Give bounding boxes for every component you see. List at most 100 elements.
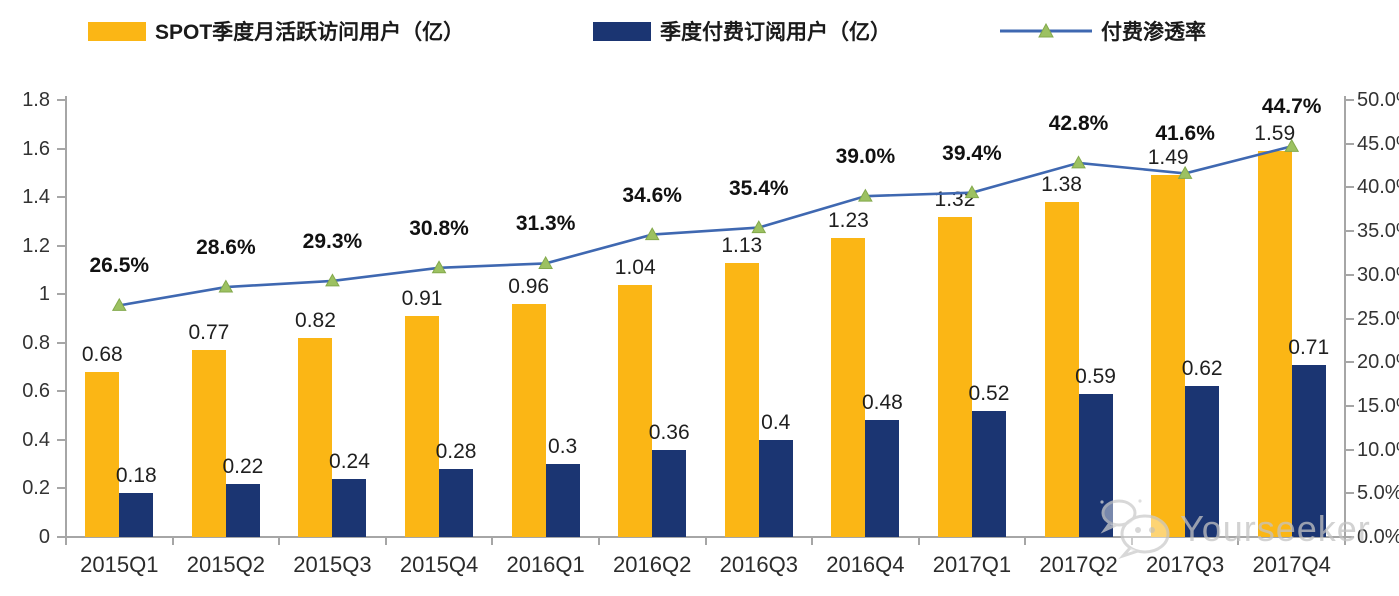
- y-axis-left-tick-label: 1.6: [22, 137, 50, 160]
- y-axis-left-tick: [57, 487, 65, 490]
- y-axis-left-tick-label: 0.6: [22, 380, 50, 403]
- y-axis-left-tick-label: 0.8: [22, 331, 50, 354]
- penetration-pct-label: 34.6%: [622, 183, 682, 207]
- bar-label-mau: 0.68: [81, 342, 123, 366]
- y-axis-left-tick-label: 1.4: [22, 186, 50, 209]
- y-axis-right-tick-label: 30.0%: [1357, 263, 1399, 286]
- y-axis-right-tick-label: 45.0%: [1357, 132, 1399, 155]
- penetration-pct-label: 42.8%: [1048, 111, 1109, 135]
- y-axis-right-tick: [1346, 536, 1354, 538]
- y-axis-left-tick: [57, 341, 65, 344]
- penetration-pct-label: 41.6%: [1155, 122, 1215, 146]
- watermark-text: Yourseeker: [1180, 508, 1371, 549]
- x-axis-category-label: 2017Q3: [1145, 552, 1225, 577]
- y-axis-right-tick-label: 35.0%: [1357, 220, 1399, 243]
- y-axis-right-tick: [1346, 492, 1354, 495]
- y-axis-right-tick: [1346, 448, 1354, 451]
- line-marker-triangle: [1071, 155, 1086, 169]
- bar-label-subs: 0.36: [648, 420, 690, 444]
- y-axis-right-tick: [1346, 317, 1354, 320]
- bar-subs: [225, 483, 260, 537]
- x-axis-category-label: 2017Q4: [1252, 552, 1331, 577]
- legend-item-subs: 季度付费订阅用户（亿）: [593, 16, 891, 46]
- penetration-pct-label: 31.3%: [515, 212, 576, 236]
- x-axis-tick: [171, 537, 174, 545]
- bar-mau: [191, 350, 226, 537]
- x-axis-tick: [597, 537, 600, 545]
- bar-subs: [1185, 386, 1220, 537]
- x-axis-tick: [65, 537, 67, 545]
- y-axis-right-tick-label: 15.0%: [1357, 394, 1399, 417]
- line-marker-triangle: [538, 255, 553, 269]
- x-axis-tick: [384, 537, 387, 545]
- bar-label-mau: 1.32: [934, 187, 976, 211]
- x-axis-category-label: 2016Q3: [719, 552, 798, 577]
- bar-label-mau: 0.77: [188, 321, 230, 345]
- y-axis-left-tick: [57, 390, 65, 393]
- penetration-pct-label: 39.0%: [835, 145, 896, 169]
- bar-subs: [332, 478, 367, 537]
- bar-label-mau: 1.49: [1147, 146, 1189, 170]
- x-axis-tick: [1024, 537, 1027, 545]
- penetration-pct-label: 29.3%: [302, 229, 363, 253]
- bar-subs: [1078, 393, 1113, 537]
- x-axis-category-label: 2017Q2: [1039, 552, 1118, 577]
- bar-label-mau: 1.04: [614, 255, 656, 279]
- y-axis-right: [1344, 96, 1346, 538]
- bar-label-mau: 1.23: [827, 209, 869, 233]
- y-axis-left: [65, 96, 67, 538]
- bar-mau: [937, 216, 972, 537]
- bar-label-subs: 0.48: [861, 391, 903, 415]
- y-axis-right-tick: [1346, 361, 1354, 364]
- x-axis-category-label: 2015Q4: [399, 552, 479, 577]
- line-marker-triangle: [431, 260, 447, 274]
- bar-mau: [618, 284, 653, 537]
- bar-subs: [545, 464, 580, 537]
- bar-label-mau: 1.59: [1254, 121, 1296, 145]
- bar-label-subs: 0.22: [222, 454, 264, 478]
- legend-label-subs: 季度付费订阅用户（亿）: [660, 21, 891, 44]
- bar-label-mau: 0.96: [508, 274, 550, 298]
- y-axis-right-tick: [1346, 273, 1354, 276]
- bar-label-subs: 0.52: [968, 381, 1010, 405]
- x-axis-tick: [917, 537, 920, 545]
- bar-mau: [831, 238, 866, 537]
- y-axis-right-tick: [1346, 230, 1354, 233]
- wechat-icon: [1100, 499, 1170, 560]
- penetration-pct-label: 28.6%: [196, 236, 256, 260]
- line-marker-triangle: [644, 227, 660, 241]
- bar-mau: [724, 262, 759, 537]
- y-axis-right-tick-label: 0.0%: [1357, 526, 1399, 548]
- legend-label-penetration: 付费渗透率: [1101, 21, 1206, 44]
- y-axis-left-tick-label: 1: [38, 283, 50, 306]
- legend-swatch-navy: [593, 21, 651, 41]
- y-axis-left-tick-label: 1.8: [22, 89, 50, 111]
- penetration-pct-label: 35.4%: [729, 176, 789, 200]
- legend-line-marker-icon: [1000, 23, 1092, 38]
- bar-label-subs: 0.3: [548, 435, 578, 459]
- x-axis-tick: [1237, 537, 1240, 545]
- x-axis-tick: [1344, 537, 1346, 545]
- bar-mau: [511, 303, 546, 537]
- line-marker-triangle: [858, 188, 873, 202]
- bar-subs: [971, 410, 1006, 537]
- y-axis-left-tick: [57, 438, 65, 441]
- y-axis-right-tick: [1346, 142, 1354, 145]
- y-axis-left-tick-label: 1.2: [22, 234, 50, 257]
- x-axis-tick: [278, 537, 281, 545]
- legend-swatch-yellow: [88, 21, 146, 41]
- x-axis-category-label: 2017Q1: [932, 552, 1012, 577]
- y-axis-left-tick-label: 0.4: [22, 428, 50, 451]
- bar-label-mau: 1.38: [1041, 172, 1082, 196]
- legend-label-mau: SPOT季度月活跃访问用户（亿）: [155, 21, 465, 44]
- x-axis-category-label: 2016Q2: [613, 552, 692, 577]
- line-marker-triangle: [111, 297, 127, 311]
- y-axis-right-tick-label: 40.0%: [1357, 176, 1399, 199]
- bar-mau: [298, 337, 333, 537]
- watermark: Yourseeker: [1098, 498, 1371, 560]
- bar-label-subs: 0.59: [1075, 364, 1116, 388]
- bar-mau: [85, 371, 120, 537]
- y-axis-left-tick: [57, 536, 65, 538]
- x-axis-tick: [491, 537, 494, 545]
